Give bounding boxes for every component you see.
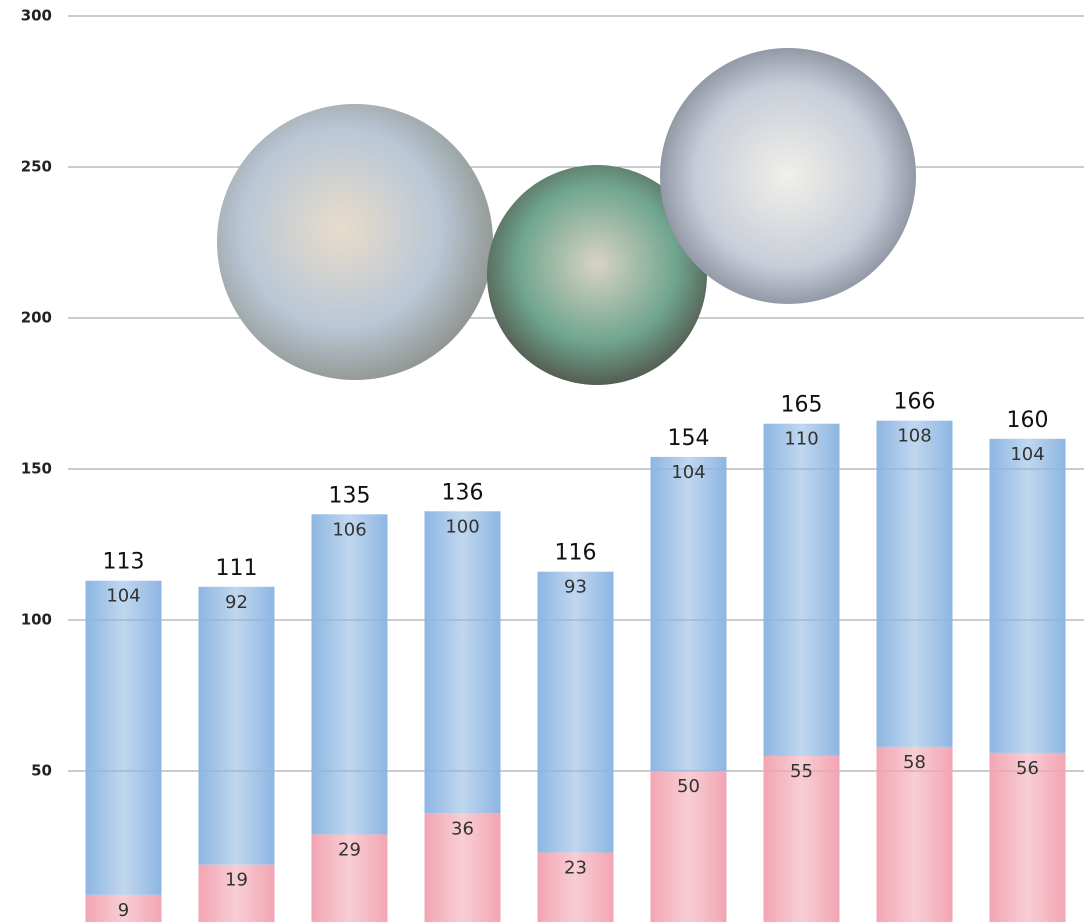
segment-label: 9 <box>118 900 129 921</box>
y-tick-label: 50 <box>31 762 52 780</box>
total-label: 111 <box>216 556 258 581</box>
total-label: 135 <box>329 483 371 508</box>
segment-label: 19 <box>225 870 248 891</box>
y-tick-label: 100 <box>21 611 52 629</box>
total-label: 154 <box>668 426 710 451</box>
segment-label: 108 <box>897 426 931 447</box>
bar-segment <box>651 457 727 771</box>
segment-label: 92 <box>225 592 248 613</box>
segment-label: 106 <box>332 519 366 540</box>
bar-segment <box>877 747 953 922</box>
bar-segment <box>199 587 275 865</box>
segment-label: 58 <box>903 752 926 773</box>
segment-label: 104 <box>671 462 705 483</box>
total-label: 116 <box>555 541 597 566</box>
total-label: 113 <box>103 550 145 575</box>
bar-segment <box>425 511 501 813</box>
segment-label: 110 <box>784 429 818 450</box>
bar-segment <box>877 421 953 747</box>
bar-segment <box>86 581 162 895</box>
segment-label: 23 <box>564 858 587 879</box>
bars: 9 104 113 19 92 111 29 106 135 36 100 136 23 93 116 50 1… <box>86 390 1066 922</box>
total-label: 160 <box>1007 408 1049 433</box>
page: 50 100 150 200 250 300 9 104 113 19 92 111 29 106 135… <box>0 0 1084 922</box>
bar-segment <box>990 439 1066 753</box>
segment-label: 93 <box>564 577 587 598</box>
segment-label: 56 <box>1016 758 1039 779</box>
segment-label: 104 <box>106 586 140 607</box>
bar-segment <box>312 514 388 834</box>
y-tick-label: 300 <box>21 7 52 25</box>
photo <box>217 104 493 380</box>
total-label: 165 <box>781 393 823 418</box>
photo <box>660 48 916 304</box>
segment-label: 100 <box>445 516 479 537</box>
y-tick-label: 200 <box>21 309 52 327</box>
segment-label: 29 <box>338 839 361 860</box>
total-label: 136 <box>442 480 484 505</box>
y-tick-label: 150 <box>21 460 52 478</box>
segment-label: 36 <box>451 818 474 839</box>
bar-segment <box>538 572 614 853</box>
total-label: 166 <box>894 390 936 415</box>
chart: 50 100 150 200 250 300 9 104 113 19 92 111 29 106 135… <box>0 0 1084 922</box>
segment-label: 104 <box>1010 444 1044 465</box>
photos <box>217 48 916 385</box>
y-tick-label: 250 <box>21 158 52 176</box>
segment-label: 50 <box>677 776 700 797</box>
bar-segment <box>764 424 840 756</box>
segment-label: 55 <box>790 761 813 782</box>
